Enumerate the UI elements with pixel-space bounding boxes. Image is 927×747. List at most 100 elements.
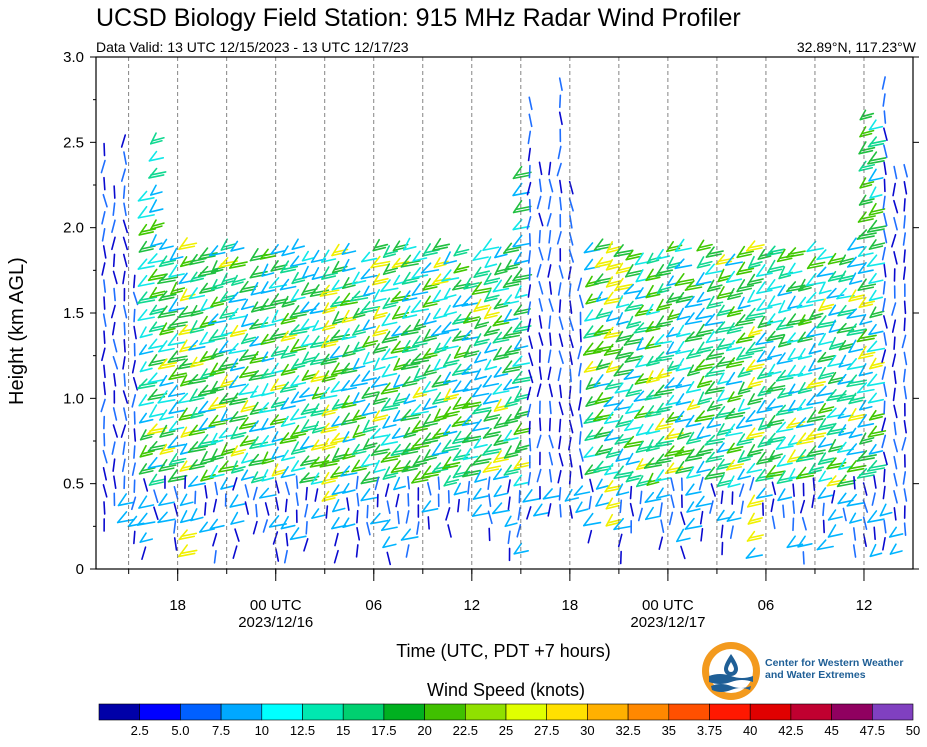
wind-barb: [716, 286, 734, 300]
wind-barb: [675, 393, 692, 406]
wind-barb: [625, 249, 642, 261]
wind-barb: [352, 357, 366, 370]
wind-barb: [131, 462, 136, 476]
wind-barb: [461, 329, 480, 341]
wind-barb: [677, 427, 692, 440]
wind-barb: [558, 299, 562, 313]
wind-barb: [512, 268, 533, 282]
colorbar-label: 22.5: [453, 723, 478, 738]
wind-barb: [188, 287, 206, 300]
wind-barb: [167, 350, 188, 364]
colorbar-label: 15: [336, 723, 350, 738]
wind-barb: [332, 499, 346, 513]
wind-barb: [238, 416, 259, 430]
wind-barb: [401, 376, 420, 388]
wind-barb: [756, 451, 775, 465]
wind-barb: [873, 475, 877, 489]
x-tick-label: 06: [758, 597, 775, 614]
wind-barb: [605, 497, 622, 510]
wind-barb: [482, 461, 502, 473]
wind-barb: [767, 363, 782, 376]
wind-barb: [883, 519, 887, 534]
wind-barb: [745, 307, 766, 320]
wind-barb: [542, 488, 561, 500]
wind-barb: [380, 433, 399, 446]
wind-barb: [168, 264, 185, 278]
wind-barb: [395, 493, 400, 508]
wind-barb: [150, 234, 163, 247]
wind-barb: [360, 471, 380, 485]
y-tick-label: 2.0: [63, 220, 84, 237]
wind-barb: [882, 195, 886, 210]
wind-barb: [101, 262, 106, 276]
wind-barb: [168, 401, 185, 415]
wind-barb: [241, 452, 255, 464]
wind-barb: [526, 506, 532, 520]
wind-barb: [362, 351, 376, 365]
wind-barb: [797, 365, 813, 377]
wind-barb: [290, 408, 307, 421]
wind-barb: [559, 384, 563, 399]
wind-barb: [842, 507, 847, 522]
wind-barb: [623, 435, 644, 449]
wind-barb: [828, 438, 845, 453]
wind-barb: [304, 503, 309, 518]
wind-barb: [472, 487, 489, 500]
wind-barb: [705, 348, 725, 361]
wind-barb: [831, 490, 836, 504]
wind-barb: [889, 543, 903, 555]
wind-barb: [238, 349, 259, 362]
wind-barb: [461, 295, 480, 307]
wind-barb: [528, 369, 534, 384]
wind-barb: [902, 471, 907, 485]
wind-barb: [656, 368, 673, 380]
wind-barb: [747, 512, 764, 525]
wind-barb: [747, 255, 763, 269]
wind-barb: [639, 490, 643, 505]
wind-barb: [137, 205, 155, 219]
wind-barb: [463, 344, 480, 358]
wind-barb: [538, 246, 544, 261]
wind-barb: [868, 202, 886, 216]
wind-barb: [503, 413, 521, 425]
wind-barb: [372, 391, 388, 405]
wind-barb: [178, 237, 198, 251]
colorbar-label: 20: [417, 723, 431, 738]
wind-barb: [548, 417, 552, 432]
wind-barb: [603, 396, 622, 408]
wind-barb: [150, 219, 165, 230]
wind-barb: [494, 262, 510, 276]
x-axis-label: Time (UTC, PDT +7 hours): [396, 641, 611, 661]
wind-barb: [170, 281, 186, 295]
wind-barb: [727, 391, 743, 403]
wind-barb: [441, 269, 460, 282]
wind-barb: [706, 295, 724, 310]
wind-barb: [903, 522, 907, 536]
wind-barb: [705, 451, 725, 463]
wind-barb: [676, 324, 691, 338]
wind-barb: [102, 449, 108, 464]
wind-barb: [756, 400, 773, 414]
wind-barb: [735, 332, 755, 344]
wind-barb: [197, 384, 219, 397]
wind-barb: [828, 336, 844, 351]
wind-barb: [656, 283, 672, 295]
wind-barb: [168, 452, 187, 466]
wind-barb: [881, 349, 887, 363]
wind-barb: [838, 458, 853, 471]
wind-barb: [695, 307, 713, 320]
wind-barb: [737, 468, 752, 481]
wind-barb: [623, 283, 642, 295]
wind-barb: [271, 446, 285, 460]
wind-barb: [132, 377, 139, 391]
wind-barb: [507, 479, 511, 493]
wind-barb: [346, 497, 350, 511]
wind-barb: [372, 288, 387, 303]
wind-barb: [370, 512, 389, 525]
wind-barb: [745, 240, 765, 252]
wind-barb: [716, 304, 734, 317]
wind-barb: [883, 263, 887, 278]
wind-barb: [859, 109, 875, 121]
wind-barb: [427, 481, 432, 496]
wind-barb: [103, 381, 106, 396]
